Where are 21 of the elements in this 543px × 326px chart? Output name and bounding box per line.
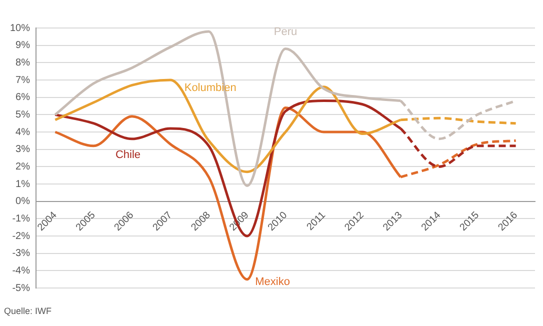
y-tick-label: 4% xyxy=(16,126,30,138)
y-tick-label: 6% xyxy=(16,92,30,104)
y-tick-label: -3% xyxy=(12,248,30,260)
y-tick-label: -5% xyxy=(12,282,30,294)
y-tick-label: -2% xyxy=(12,230,30,242)
y-tick-label: -1% xyxy=(12,213,30,224)
series-label: Peru xyxy=(274,26,298,38)
y-tick-label: 8% xyxy=(16,57,30,68)
y-tick-label: 5% xyxy=(16,109,30,120)
source-note: Quelle: IWF xyxy=(4,306,52,316)
series-label: Mexiko xyxy=(255,276,290,288)
y-tick-label: 10% xyxy=(10,22,30,34)
y-tick-label: 7% xyxy=(16,74,30,86)
y-tick-label: 2% xyxy=(16,161,30,172)
y-tick-label: 9% xyxy=(16,40,30,52)
series-label: Kolumbien xyxy=(184,82,236,94)
series-label: Chile xyxy=(115,148,141,161)
y-tick-label: 0% xyxy=(16,196,30,208)
y-tick-label: 1% xyxy=(16,178,30,190)
y-tick-label: 3% xyxy=(16,144,30,156)
y-tick-label: -4% xyxy=(12,265,30,276)
